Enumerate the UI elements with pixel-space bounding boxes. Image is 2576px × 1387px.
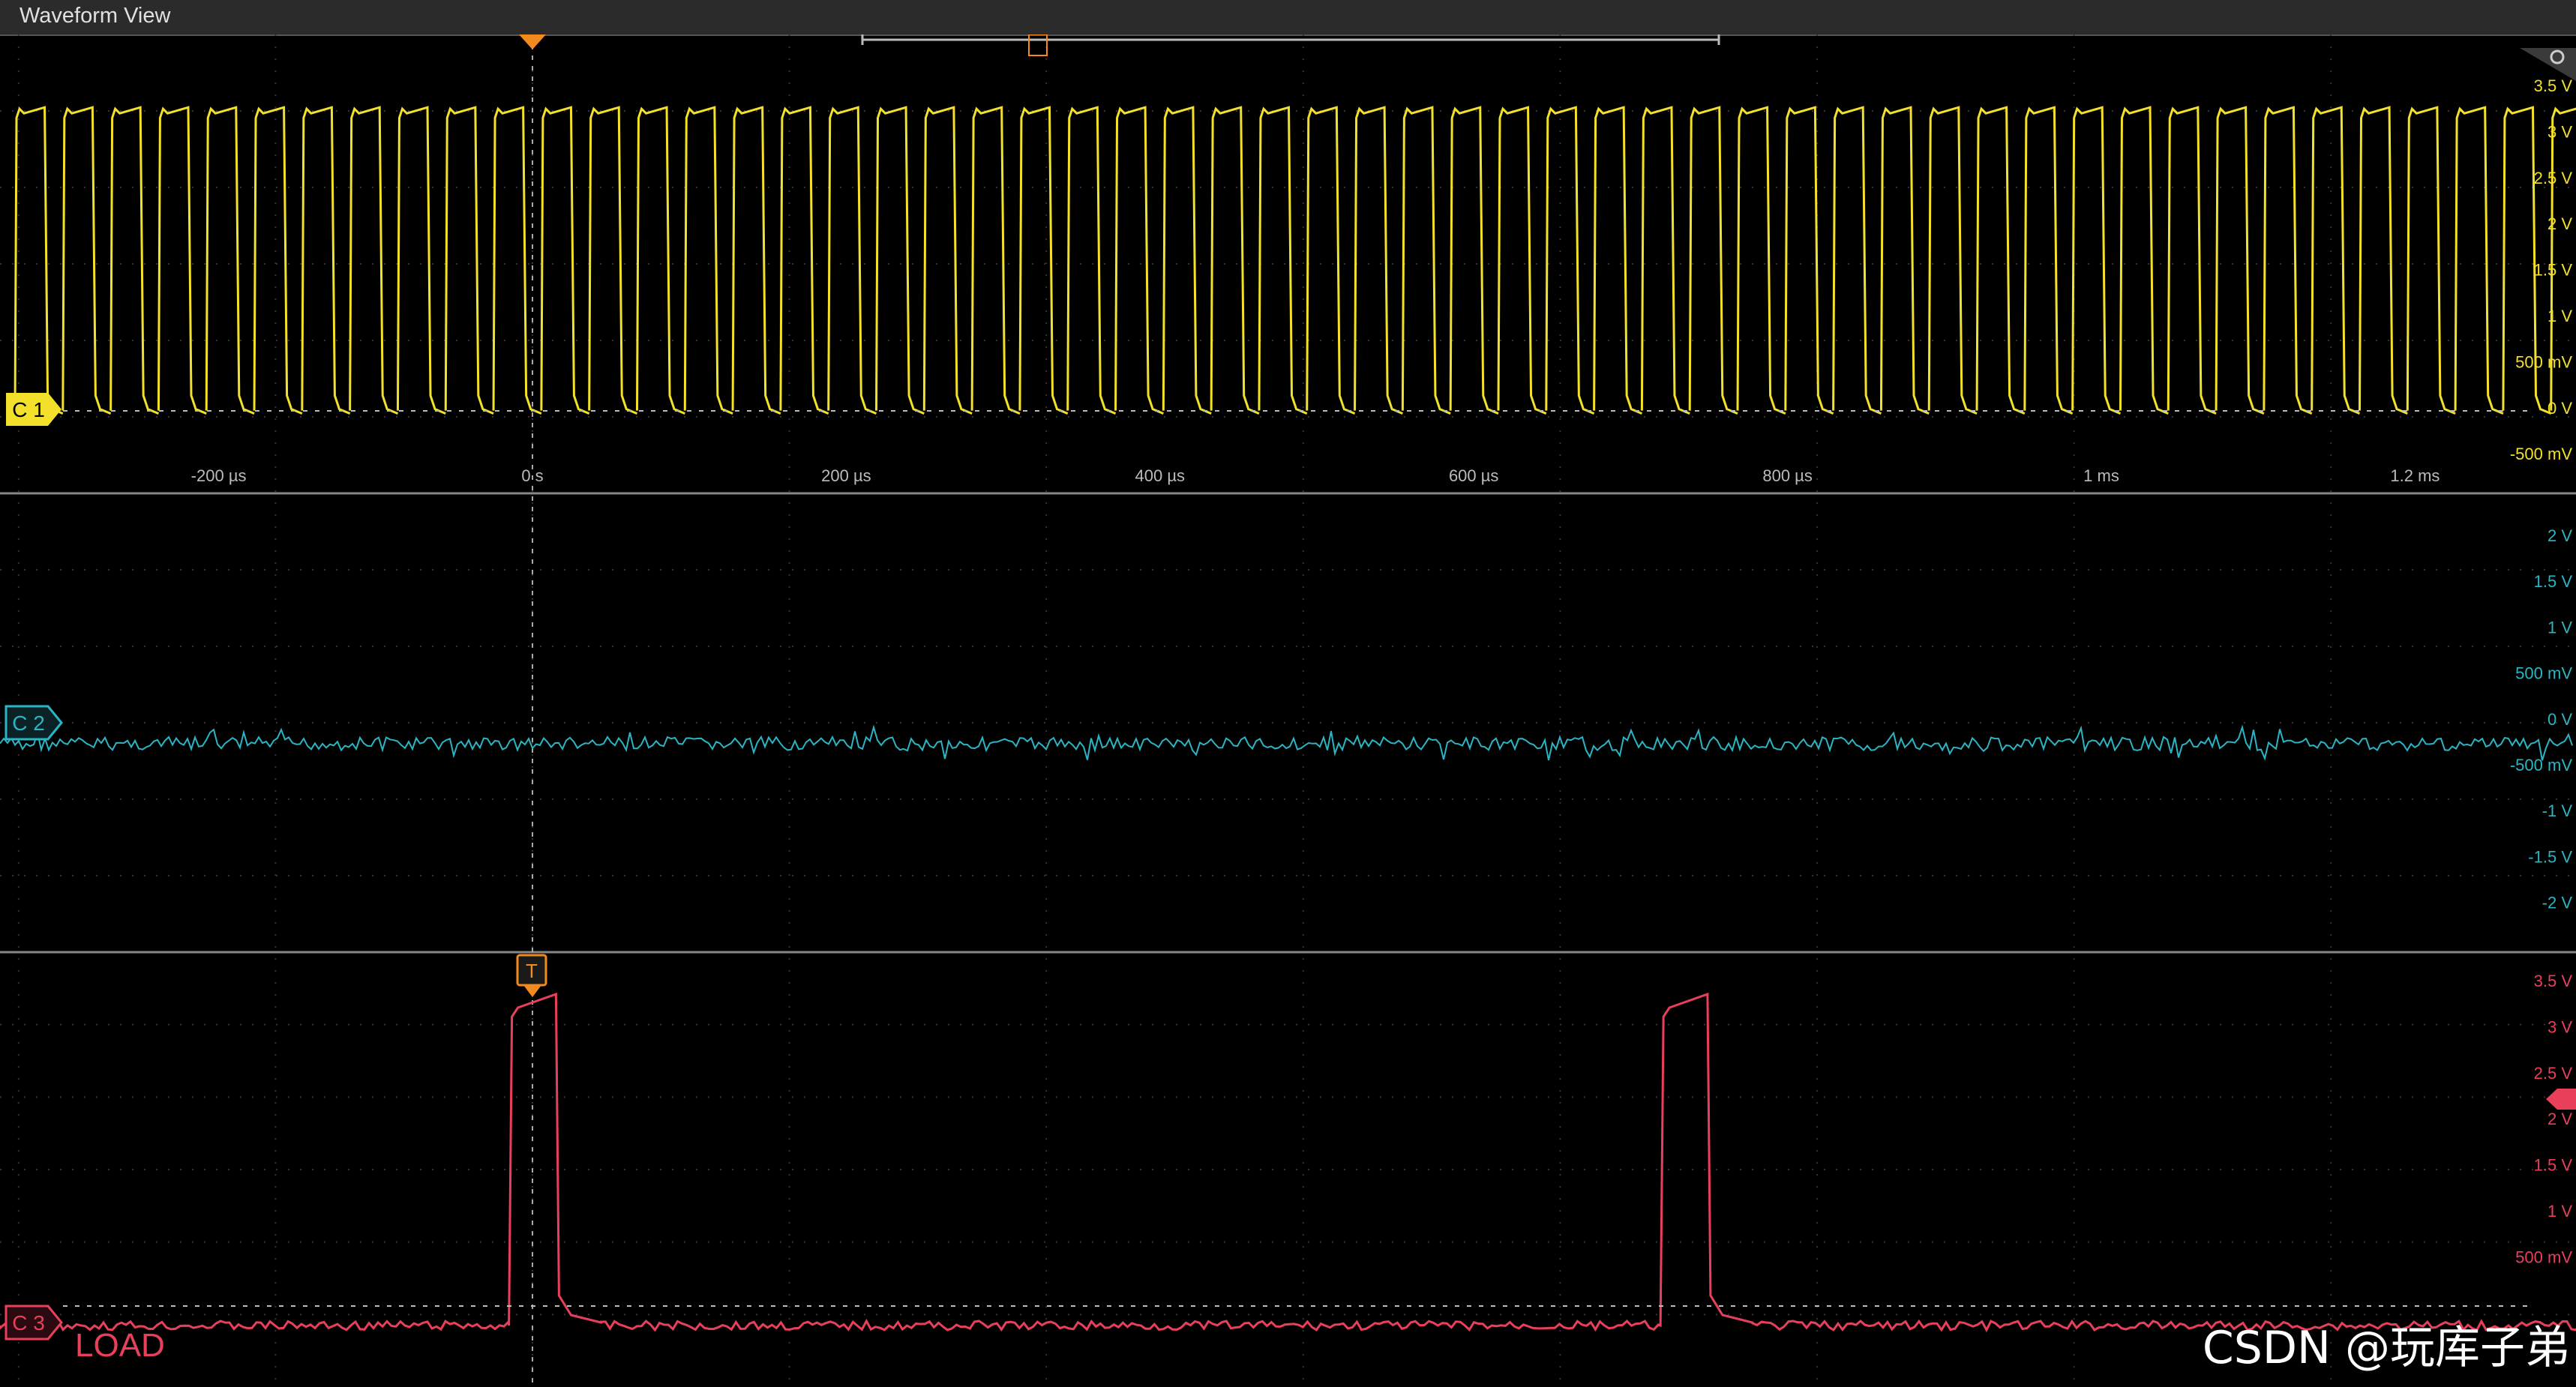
scale-label-c1: 1.5 V bbox=[2534, 261, 2573, 280]
channel-badge-c2-label: C 2 bbox=[12, 711, 45, 735]
scale-label-c2: 2 V bbox=[2548, 526, 2572, 545]
scale-label-c3: 3 V bbox=[2548, 1017, 2572, 1036]
c3-trace bbox=[0, 992, 2576, 1333]
scale-label-c3: 3.5 V bbox=[2534, 972, 2573, 990]
trigger-marker-label: T bbox=[526, 960, 538, 982]
scale-label-c3: 2.5 V bbox=[2534, 1064, 2573, 1083]
time-tick-label: 200 µs bbox=[821, 466, 871, 485]
c2-trace bbox=[0, 724, 2573, 761]
scale-label-c2: -500 mV bbox=[2510, 756, 2572, 774]
timebase-overview[interactable] bbox=[861, 34, 1720, 45]
scale-label-c2: 1 V bbox=[2548, 618, 2572, 637]
time-tick-label: 600 µs bbox=[1449, 466, 1499, 485]
overview-trigger-icon bbox=[1028, 34, 1048, 56]
oscilloscope-display[interactable]: T C 1 C 2 C 3 3.5 V 3 V 2.5 V 2 V 1.5 V 1 V 50… bbox=[0, 34, 2576, 1387]
scale-label-c3: 2 V bbox=[2548, 1110, 2572, 1128]
trigger-position-marker[interactable] bbox=[519, 34, 546, 49]
scale-label-c1: 3.5 V bbox=[2534, 76, 2573, 95]
window-title: Waveform View bbox=[19, 4, 171, 28]
channel-badge-c1-label: C 1 bbox=[12, 398, 45, 421]
time-tick-label: 1 ms bbox=[2083, 466, 2119, 485]
wrench-icon[interactable] bbox=[2520, 48, 2576, 81]
trigger-level-marker[interactable]: T bbox=[516, 954, 547, 997]
waveform-traces bbox=[0, 106, 2576, 1333]
channel-badge-c3[interactable]: C 3 bbox=[4, 1305, 63, 1341]
time-tick-label: 400 µs bbox=[1135, 466, 1186, 485]
scale-label-c2: 0 V bbox=[2548, 710, 2572, 729]
scale-label-c2: -1.5 V bbox=[2528, 847, 2572, 866]
scale-label-c1: 3 V bbox=[2548, 122, 2572, 141]
time-tick-label: 1.2 ms bbox=[2390, 466, 2440, 485]
scale-label-c1: 500 mV bbox=[2515, 352, 2572, 371]
scale-label-c3: 500 mV bbox=[2515, 1248, 2572, 1266]
scale-label-c2: 1.5 V bbox=[2534, 572, 2573, 591]
load-annotation: LOAD bbox=[75, 1327, 165, 1364]
scale-label-c1: 2.5 V bbox=[2534, 169, 2573, 187]
scale-label-c1: 0 V bbox=[2548, 399, 2572, 418]
scale-label-c2: -2 V bbox=[2542, 894, 2573, 912]
scale-label-c2: 500 mV bbox=[2515, 664, 2572, 683]
scale-label-c1: -500 mV bbox=[2510, 445, 2572, 463]
time-axis: -200 µs 0 s 200 µs 400 µs 600 µs 800 µs 1 ms 1.… bbox=[191, 466, 2440, 485]
scale-label-c1: 2 V bbox=[2548, 214, 2572, 233]
scale-label-c1: 1 V bbox=[2548, 307, 2572, 325]
scale-label-c3: 1 V bbox=[2548, 1202, 2572, 1221]
time-tick-label: 800 µs bbox=[1762, 466, 1813, 485]
channel-badge-c2[interactable]: C 2 bbox=[4, 705, 63, 741]
watermark-text: CSDN @玩库子弟 bbox=[2202, 1322, 2570, 1374]
c3-trigger-level-arrow[interactable] bbox=[2546, 1089, 2576, 1110]
c1-trace bbox=[13, 106, 2576, 415]
channel-badge-c3-label: C 3 bbox=[12, 1311, 45, 1335]
scale-label-c3: 1.5 V bbox=[2534, 1156, 2573, 1175]
vertical-scales: 3.5 V 3 V 2.5 V 2 V 1.5 V 1 V 500 mV 0 V -500 mV… bbox=[2510, 76, 2572, 1266]
time-tick-label: -200 µs bbox=[191, 466, 247, 485]
channel-badge-c1[interactable]: C 1 bbox=[6, 393, 61, 426]
scale-label-c2: -1 V bbox=[2542, 801, 2573, 820]
title-bar: Waveform View bbox=[0, 0, 2576, 36]
graticule bbox=[0, 34, 2576, 1387]
time-tick-label: 0 s bbox=[521, 466, 543, 485]
